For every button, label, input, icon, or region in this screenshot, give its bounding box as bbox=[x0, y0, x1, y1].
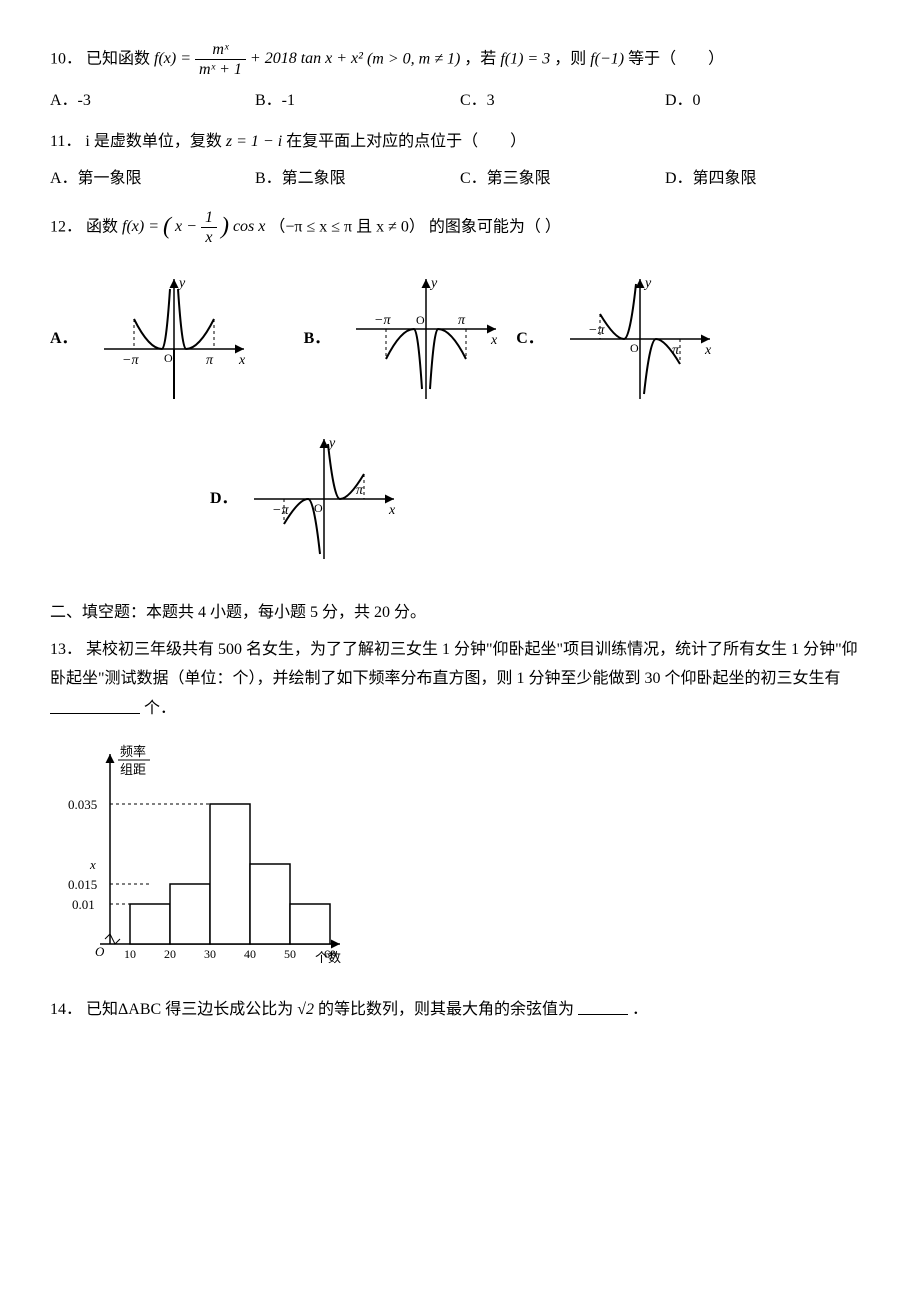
q14-number: 14． bbox=[50, 1002, 82, 1019]
q12-fraction: 1 x bbox=[201, 208, 217, 247]
q12-graph-b: y x O π −π bbox=[346, 269, 506, 409]
svg-text:y: y bbox=[177, 276, 186, 291]
q10-option-d[interactable]: D．0 bbox=[665, 87, 870, 116]
svg-text:40: 40 bbox=[244, 947, 256, 961]
svg-text:x: x bbox=[704, 343, 712, 358]
q13-suffix: 个． bbox=[144, 701, 176, 718]
q11-option-d[interactable]: D．第四象限 bbox=[665, 165, 870, 194]
q11-option-b[interactable]: B．第二象限 bbox=[255, 165, 460, 194]
q10-fraction: mˣ mˣ + 1 bbox=[195, 40, 246, 79]
svg-text:x: x bbox=[89, 857, 96, 872]
svg-text:y: y bbox=[429, 276, 438, 291]
question-10: 10． 已知函数 f(x) = mˣ mˣ + 1 + 2018 tan x +… bbox=[50, 40, 870, 116]
q10-fx: f(x) = mˣ mˣ + 1 + 2018 tan x + x² bbox=[154, 50, 367, 67]
svg-text:0.01: 0.01 bbox=[72, 897, 95, 912]
q10-cond2: f(1) = 3 bbox=[500, 50, 550, 67]
q10-number: 10． bbox=[50, 50, 82, 67]
q10-option-b[interactable]: B．-1 bbox=[255, 87, 460, 116]
q10-option-a[interactable]: A．-3 bbox=[50, 87, 255, 116]
svg-text:−π: −π bbox=[122, 353, 139, 368]
q10-prefix: 已知函数 bbox=[86, 50, 154, 67]
svg-text:30: 30 bbox=[204, 947, 216, 961]
q14-blank[interactable] bbox=[578, 994, 628, 1014]
q12-graph-d: y x O π −π bbox=[244, 429, 404, 569]
svg-text:O: O bbox=[416, 313, 425, 327]
svg-text:y: y bbox=[643, 276, 652, 291]
q10-mid: ，若 bbox=[464, 50, 500, 67]
q10-mid2: ，则 bbox=[554, 50, 590, 67]
q12-label-a: A． bbox=[50, 325, 78, 354]
svg-text:组距: 组距 bbox=[120, 762, 146, 777]
svg-text:频率: 频率 bbox=[120, 744, 146, 759]
q10-cond3: f(−1) bbox=[590, 50, 624, 67]
svg-text:60: 60 bbox=[324, 947, 336, 961]
svg-text:O: O bbox=[95, 944, 105, 959]
svg-text:0.035: 0.035 bbox=[68, 797, 97, 812]
q13-histogram: 频率 组距 个数 O 0.035 x 0.015 0.01 10 20 30 bbox=[50, 734, 870, 974]
question-14: 14． 已知ΔABC 得三边长成公比为 √2 的等比数列，则其最大角的余弦值为 … bbox=[50, 994, 870, 1025]
svg-text:−π: −π bbox=[588, 323, 605, 338]
q12-fx: f(x) = ( x − 1 x ) cos x bbox=[122, 218, 269, 235]
q14-text2: 的等比数列，则其最大角的余弦值为 bbox=[318, 1002, 574, 1019]
question-11: 11． i 是虚数单位，复数 z = 1 − i 在复平面上对应的点位于（ ） … bbox=[50, 128, 870, 194]
q12-graphs-row1: A． y x O π −π B． y x O π −π bbox=[50, 269, 870, 409]
svg-text:50: 50 bbox=[284, 947, 296, 961]
svg-text:10: 10 bbox=[124, 947, 136, 961]
svg-text:π: π bbox=[672, 343, 680, 358]
q12-graph-a: y x O π −π bbox=[94, 269, 254, 409]
svg-text:x: x bbox=[238, 353, 246, 368]
q12-suffix: 的图象可能为（ ） bbox=[429, 218, 561, 235]
q11-number: 11． bbox=[50, 133, 81, 150]
q11-option-c[interactable]: C．第三象限 bbox=[460, 165, 665, 194]
q10-text: 10． 已知函数 f(x) = mˣ mˣ + 1 + 2018 tan x +… bbox=[50, 40, 870, 79]
q14-sqrt: √2 bbox=[297, 1002, 314, 1019]
svg-text:O: O bbox=[314, 501, 323, 515]
q12-graph-c: y x O π −π bbox=[560, 269, 720, 409]
q12-text: 12． 函数 f(x) = ( x − 1 x ) cos x （−π ≤ x … bbox=[50, 206, 870, 249]
question-13: 13． 某校初三年级共有 500 名女生，为了了解初三女生 1 分钟"仰卧起坐"… bbox=[50, 636, 870, 975]
q13-text: 某校初三年级共有 500 名女生，为了了解初三女生 1 分钟"仰卧起坐"项目训练… bbox=[50, 641, 858, 687]
q12-number: 12． bbox=[50, 218, 82, 235]
histogram-svg: 频率 组距 个数 O 0.035 x 0.015 0.01 10 20 30 bbox=[50, 734, 350, 974]
q13-blank[interactable] bbox=[50, 693, 140, 713]
section-2-title: 二、填空题：本题共 4 小题，每小题 5 分，共 20 分。 bbox=[50, 599, 870, 628]
q12-prefix: 函数 bbox=[86, 218, 122, 235]
q10-suffix: 等于（ ） bbox=[628, 50, 724, 67]
q12-domain: （−π ≤ x ≤ π 且 x ≠ 0） bbox=[269, 218, 425, 235]
svg-text:−π: −π bbox=[374, 313, 391, 328]
question-12: 12． 函数 f(x) = ( x − 1 x ) cos x （−π ≤ x … bbox=[50, 206, 870, 569]
q11-option-a[interactable]: A．第一象限 bbox=[50, 165, 255, 194]
q14-suffix: ． bbox=[632, 1002, 648, 1019]
svg-text:−π: −π bbox=[272, 503, 289, 518]
q10-option-c[interactable]: C．3 bbox=[460, 87, 665, 116]
q13-number: 13． bbox=[50, 641, 82, 658]
svg-text:O: O bbox=[630, 341, 639, 355]
q12-label-b: B． bbox=[304, 325, 331, 354]
q11-text-body: i 是虚数单位，复数 bbox=[85, 133, 225, 150]
q11-suffix: 在复平面上对应的点位于（ ） bbox=[286, 133, 526, 150]
svg-text:π: π bbox=[206, 353, 214, 368]
q12-label-c: C． bbox=[516, 325, 544, 354]
q11-text: 11． i 是虚数单位，复数 z = 1 − i 在复平面上对应的点位于（ ） bbox=[50, 128, 870, 157]
q10-condition: (m > 0, m ≠ 1) bbox=[367, 50, 460, 67]
svg-text:x: x bbox=[388, 503, 396, 518]
svg-text:π: π bbox=[458, 313, 466, 328]
svg-text:20: 20 bbox=[164, 947, 176, 961]
svg-text:x: x bbox=[490, 333, 498, 348]
svg-text:0.015: 0.015 bbox=[68, 877, 97, 892]
q14-text1: 已知ΔABC 得三边长成公比为 bbox=[86, 1002, 293, 1019]
q12-label-d: D． bbox=[210, 485, 238, 514]
svg-text:O: O bbox=[164, 351, 173, 365]
q11-options: A．第一象限 B．第二象限 C．第三象限 D．第四象限 bbox=[50, 165, 870, 194]
q12-graphs-row2: D． y x O π −π bbox=[210, 429, 870, 569]
q11-expr: z = 1 − i bbox=[226, 133, 282, 150]
q10-options: A．-3 B．-1 C．3 D．0 bbox=[50, 87, 870, 116]
